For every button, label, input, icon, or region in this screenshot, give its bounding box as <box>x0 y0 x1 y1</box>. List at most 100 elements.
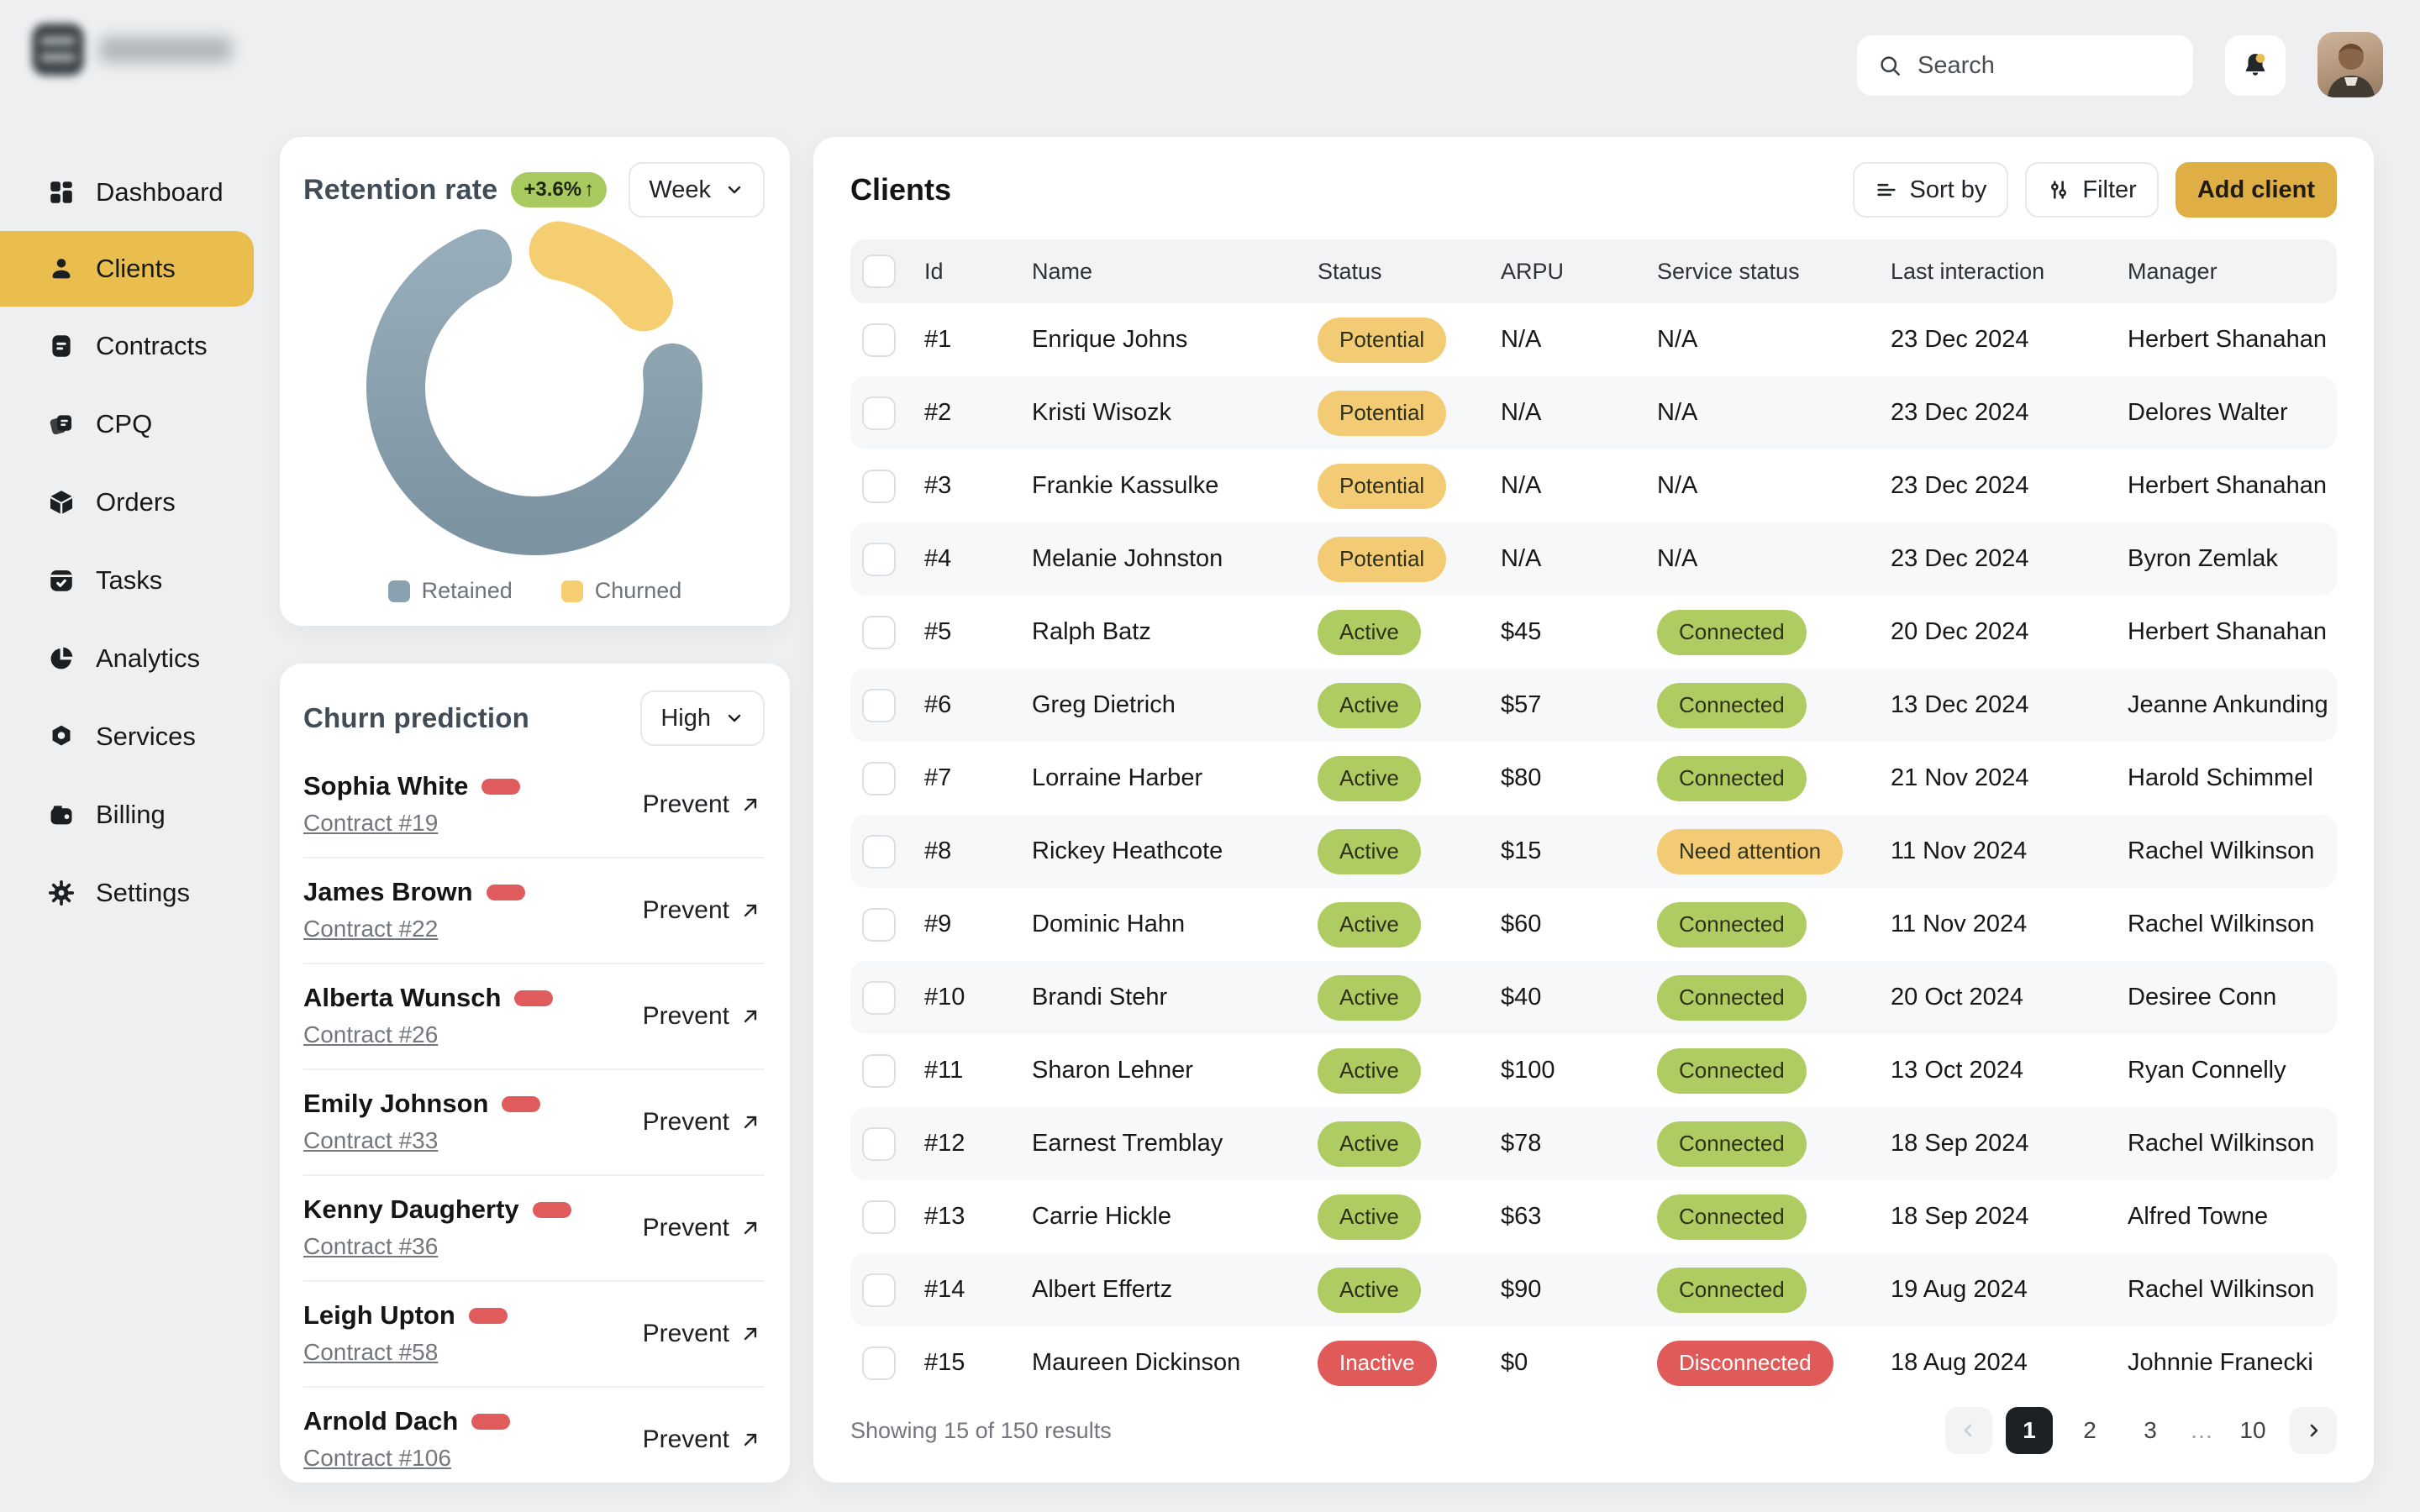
cell-last-interaction: 23 Dec 2024 <box>1891 399 2029 426</box>
row-checkbox[interactable] <box>862 542 896 576</box>
cell-name: Kristi Wisozk <box>1032 399 1171 426</box>
notifications-button[interactable] <box>2225 35 2286 96</box>
page-button-1[interactable]: 1 <box>2006 1407 2053 1454</box>
cell-service-status: N/A <box>1657 545 1698 572</box>
retention-period-select[interactable]: Week <box>629 162 765 218</box>
prev-page-button[interactable] <box>1945 1407 1992 1454</box>
clients-icon <box>47 255 76 283</box>
contract-link[interactable]: Contract #106 <box>303 1445 451 1471</box>
status-badge: Need attention <box>1657 828 1844 874</box>
cell-name: Rickey Heathcote <box>1032 837 1223 864</box>
prevent-link[interactable]: Prevent <box>643 1002 761 1031</box>
sidebar-item-billing[interactable]: Billing <box>0 775 277 853</box>
status-badge: Connected <box>1657 1267 1807 1313</box>
page-button-2[interactable]: 2 <box>2083 1417 2096 1443</box>
sidebar: Dashboard Clients Contracts CPQ Orders T… <box>0 0 277 1512</box>
row-checkbox[interactable] <box>862 834 896 869</box>
row-checkbox[interactable] <box>862 469 896 503</box>
sidebar-item-orders[interactable]: Orders <box>0 463 277 541</box>
row-checkbox[interactable] <box>862 323 896 357</box>
churn-item: Leigh Upton Contract #58 Prevent <box>303 1282 765 1388</box>
page-button-3[interactable]: 3 <box>2144 1417 2157 1443</box>
add-client-button[interactable]: Add client <box>2175 162 2337 218</box>
row-checkbox[interactable] <box>862 688 896 722</box>
cell-arpu: $78 <box>1501 1130 1542 1157</box>
churn-item: Sophia White Contract #19 Prevent <box>303 753 765 858</box>
row-checkbox[interactable] <box>862 1053 896 1088</box>
cell-name: Sharon Lehner <box>1032 1057 1193 1084</box>
retention-badge: +3.6% ↑ <box>511 172 608 207</box>
table-row: #14 Albert Effertz Active $90 Connected … <box>850 1253 2337 1326</box>
sidebar-item-settings[interactable]: Settings <box>0 853 277 932</box>
cell-id: #15 <box>924 1349 965 1376</box>
retention-donut-chart <box>366 219 702 555</box>
row-checkbox[interactable] <box>862 1346 896 1380</box>
user-avatar[interactable] <box>2317 32 2383 97</box>
column-header: Last interaction <box>1891 258 2045 284</box>
contract-link[interactable]: Contract #33 <box>303 1127 439 1153</box>
cell-id: #2 <box>924 399 952 426</box>
sidebar-item-services[interactable]: Services <box>0 697 277 775</box>
risk-pill-icon <box>486 884 525 900</box>
prevent-link[interactable]: Prevent <box>643 1425 761 1454</box>
prevent-link[interactable]: Prevent <box>643 1108 761 1137</box>
row-checkbox[interactable] <box>862 761 896 795</box>
contract-link[interactable]: Contract #36 <box>303 1233 439 1259</box>
sort-by-button[interactable]: Sort by <box>1852 162 2009 218</box>
sidebar-item-label: CPQ <box>96 408 153 438</box>
arrow-up-right-icon <box>739 794 761 816</box>
contract-link[interactable]: Contract #22 <box>303 916 439 942</box>
table-row: #4 Melanie Johnston Potential N/A N/A 23… <box>850 522 2337 596</box>
search-field[interactable] <box>1916 50 2173 81</box>
arrow-up-right-icon <box>739 1217 761 1239</box>
status-badge: Active <box>1318 755 1421 801</box>
prevent-link[interactable]: Prevent <box>643 896 761 925</box>
row-checkbox[interactable] <box>862 1126 896 1161</box>
cell-id: #14 <box>924 1276 965 1303</box>
table-row: #8 Rickey Heathcote Active $15 Need atte… <box>850 815 2337 888</box>
cell-name: Enrique Johns <box>1032 326 1188 353</box>
churn-item: Emily Johnson Contract #33 Prevent <box>303 1070 765 1176</box>
row-checkbox[interactable] <box>862 396 896 430</box>
churn-level-select[interactable]: High <box>640 690 765 746</box>
status-badge: Potential <box>1318 463 1447 509</box>
sidebar-item-analytics[interactable]: Analytics <box>0 619 277 697</box>
cell-id: #8 <box>924 837 952 864</box>
clients-title: Clients <box>850 172 952 207</box>
clients-table: Id Name Status ARPU Service status Last inter… <box>850 239 2337 1399</box>
sidebar-item-dashboard[interactable]: Dashboard <box>0 153 277 231</box>
cell-id: #10 <box>924 984 965 1011</box>
table-row: #6 Greg Dietrich Active $57 Connected 13… <box>850 669 2337 742</box>
select-all-checkbox[interactable] <box>862 255 896 288</box>
prevent-link[interactable]: Prevent <box>643 1214 761 1242</box>
churn-prediction-card: Churn prediction High Sophia White Contr… <box>280 664 790 1483</box>
row-checkbox[interactable] <box>862 1273 896 1307</box>
settings-icon <box>47 879 76 907</box>
legend-item: Churned <box>560 578 681 604</box>
prevent-link[interactable]: Prevent <box>643 790 761 819</box>
sidebar-item-contracts[interactable]: Contracts <box>0 307 277 385</box>
sidebar-item-tasks[interactable]: Tasks <box>0 541 277 619</box>
search-icon <box>1881 56 1900 76</box>
sidebar-item-cpq[interactable]: CPQ <box>0 385 277 463</box>
status-badge: Active <box>1318 1267 1421 1313</box>
sidebar-item-clients[interactable]: Clients <box>0 231 254 307</box>
client-name: Alberta Wunsch <box>303 983 502 1012</box>
cell-arpu: $45 <box>1501 618 1542 645</box>
contract-link[interactable]: Contract #19 <box>303 810 439 836</box>
prevent-link[interactable]: Prevent <box>643 1320 761 1348</box>
contract-link[interactable]: Contract #26 <box>303 1021 439 1047</box>
row-checkbox[interactable] <box>862 907 896 942</box>
row-checkbox[interactable] <box>862 1200 896 1234</box>
app-logo[interactable] <box>32 24 232 76</box>
risk-pill-icon <box>468 1307 508 1324</box>
page-button-10[interactable]: 10 <box>2239 1417 2266 1443</box>
row-checkbox[interactable] <box>862 615 896 649</box>
search-input[interactable] <box>1857 35 2193 96</box>
sidebar-item-label: Dashboard <box>96 176 224 207</box>
row-checkbox[interactable] <box>862 980 896 1015</box>
filter-button[interactable]: Filter <box>2025 162 2159 218</box>
next-page-button[interactable] <box>2290 1407 2337 1454</box>
status-badge: Active <box>1318 1047 1421 1094</box>
contract-link[interactable]: Contract #58 <box>303 1339 439 1365</box>
